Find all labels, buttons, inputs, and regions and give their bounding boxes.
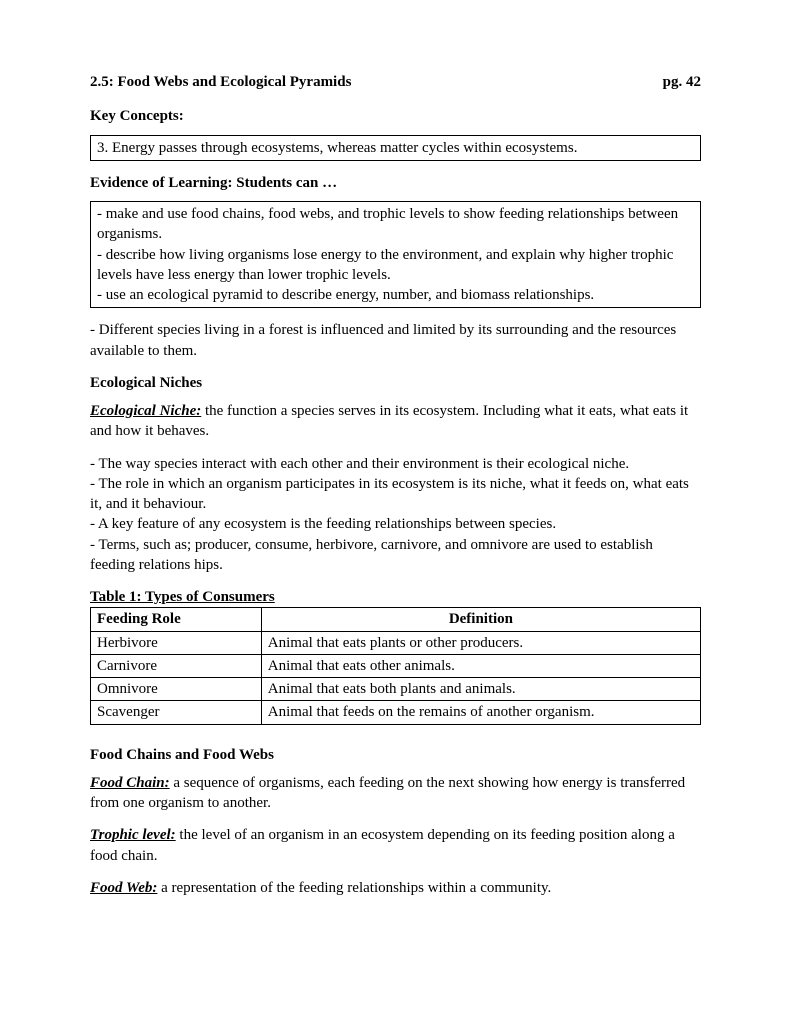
evidence-line-1: - make and use food chains, food webs, a… (97, 204, 694, 245)
key-concepts-heading: Key Concepts: (90, 106, 701, 126)
table-row: Carnivore Animal that eats other animals… (91, 654, 701, 677)
table-col-role: Feeding Role (91, 608, 262, 631)
document-page: 2.5: Food Webs and Ecological Pyramids p… (0, 0, 791, 1024)
table-cell-def: Animal that eats both plants and animals… (261, 678, 700, 701)
food-web-term: Food Web: (90, 880, 157, 896)
niche-bullets: - The way species interact with each oth… (90, 454, 701, 576)
table-title: Table 1: Types of Consumers (90, 587, 701, 607)
table-cell-def: Animal that feeds on the remains of anot… (261, 701, 700, 724)
intro-paragraph: - Different species living in a forest i… (90, 320, 701, 361)
trophic-para: Trophic level: the level of an organism … (90, 825, 701, 866)
key-concepts-box: 3. Energy passes through ecosystems, whe… (90, 135, 701, 161)
consumers-table: Feeding Role Definition Herbivore Animal… (90, 607, 701, 724)
food-chain-def: a sequence of organisms, each feeding on… (90, 775, 685, 811)
table-cell-role: Omnivore (91, 678, 262, 701)
food-chain-term: Food Chain: (90, 775, 170, 791)
table-header-row: Feeding Role Definition (91, 608, 701, 631)
section-title: 2.5: Food Webs and Ecological Pyramids (90, 72, 351, 92)
table-cell-def: Animal that eats other animals. (261, 654, 700, 677)
food-web-para: Food Web: a representation of the feedin… (90, 878, 701, 898)
food-web-def: a representation of the feeding relation… (157, 880, 551, 896)
evidence-line-3: - use an ecological pyramid to describe … (97, 285, 694, 305)
table-cell-role: Scavenger (91, 701, 262, 724)
evidence-heading: Evidence of Learning: Students can … (90, 173, 701, 193)
trophic-term: Trophic level: (90, 827, 176, 843)
evidence-line-2: - describe how living organisms lose ene… (97, 245, 694, 286)
evidence-box: - make and use food chains, food webs, a… (90, 201, 701, 308)
key-concepts-text: 3. Energy passes through ecosystems, whe… (97, 140, 577, 156)
page-reference: pg. 42 (663, 72, 701, 92)
trophic-def: the level of an organism in an ecosystem… (90, 827, 675, 863)
niche-term: Ecological Niche: (90, 403, 201, 419)
table-cell-def: Animal that eats plants or other produce… (261, 631, 700, 654)
table-row: Scavenger Animal that feeds on the remai… (91, 701, 701, 724)
table-cell-role: Carnivore (91, 654, 262, 677)
niche-definition-para: Ecological Niche: the function a species… (90, 401, 701, 442)
table-row: Herbivore Animal that eats plants or oth… (91, 631, 701, 654)
table-col-def: Definition (261, 608, 700, 631)
chains-heading: Food Chains and Food Webs (90, 745, 701, 765)
table-cell-role: Herbivore (91, 631, 262, 654)
food-chain-para: Food Chain: a sequence of organisms, eac… (90, 773, 701, 814)
niches-heading: Ecological Niches (90, 373, 701, 393)
table-row: Omnivore Animal that eats both plants an… (91, 678, 701, 701)
title-row: 2.5: Food Webs and Ecological Pyramids p… (90, 72, 701, 92)
